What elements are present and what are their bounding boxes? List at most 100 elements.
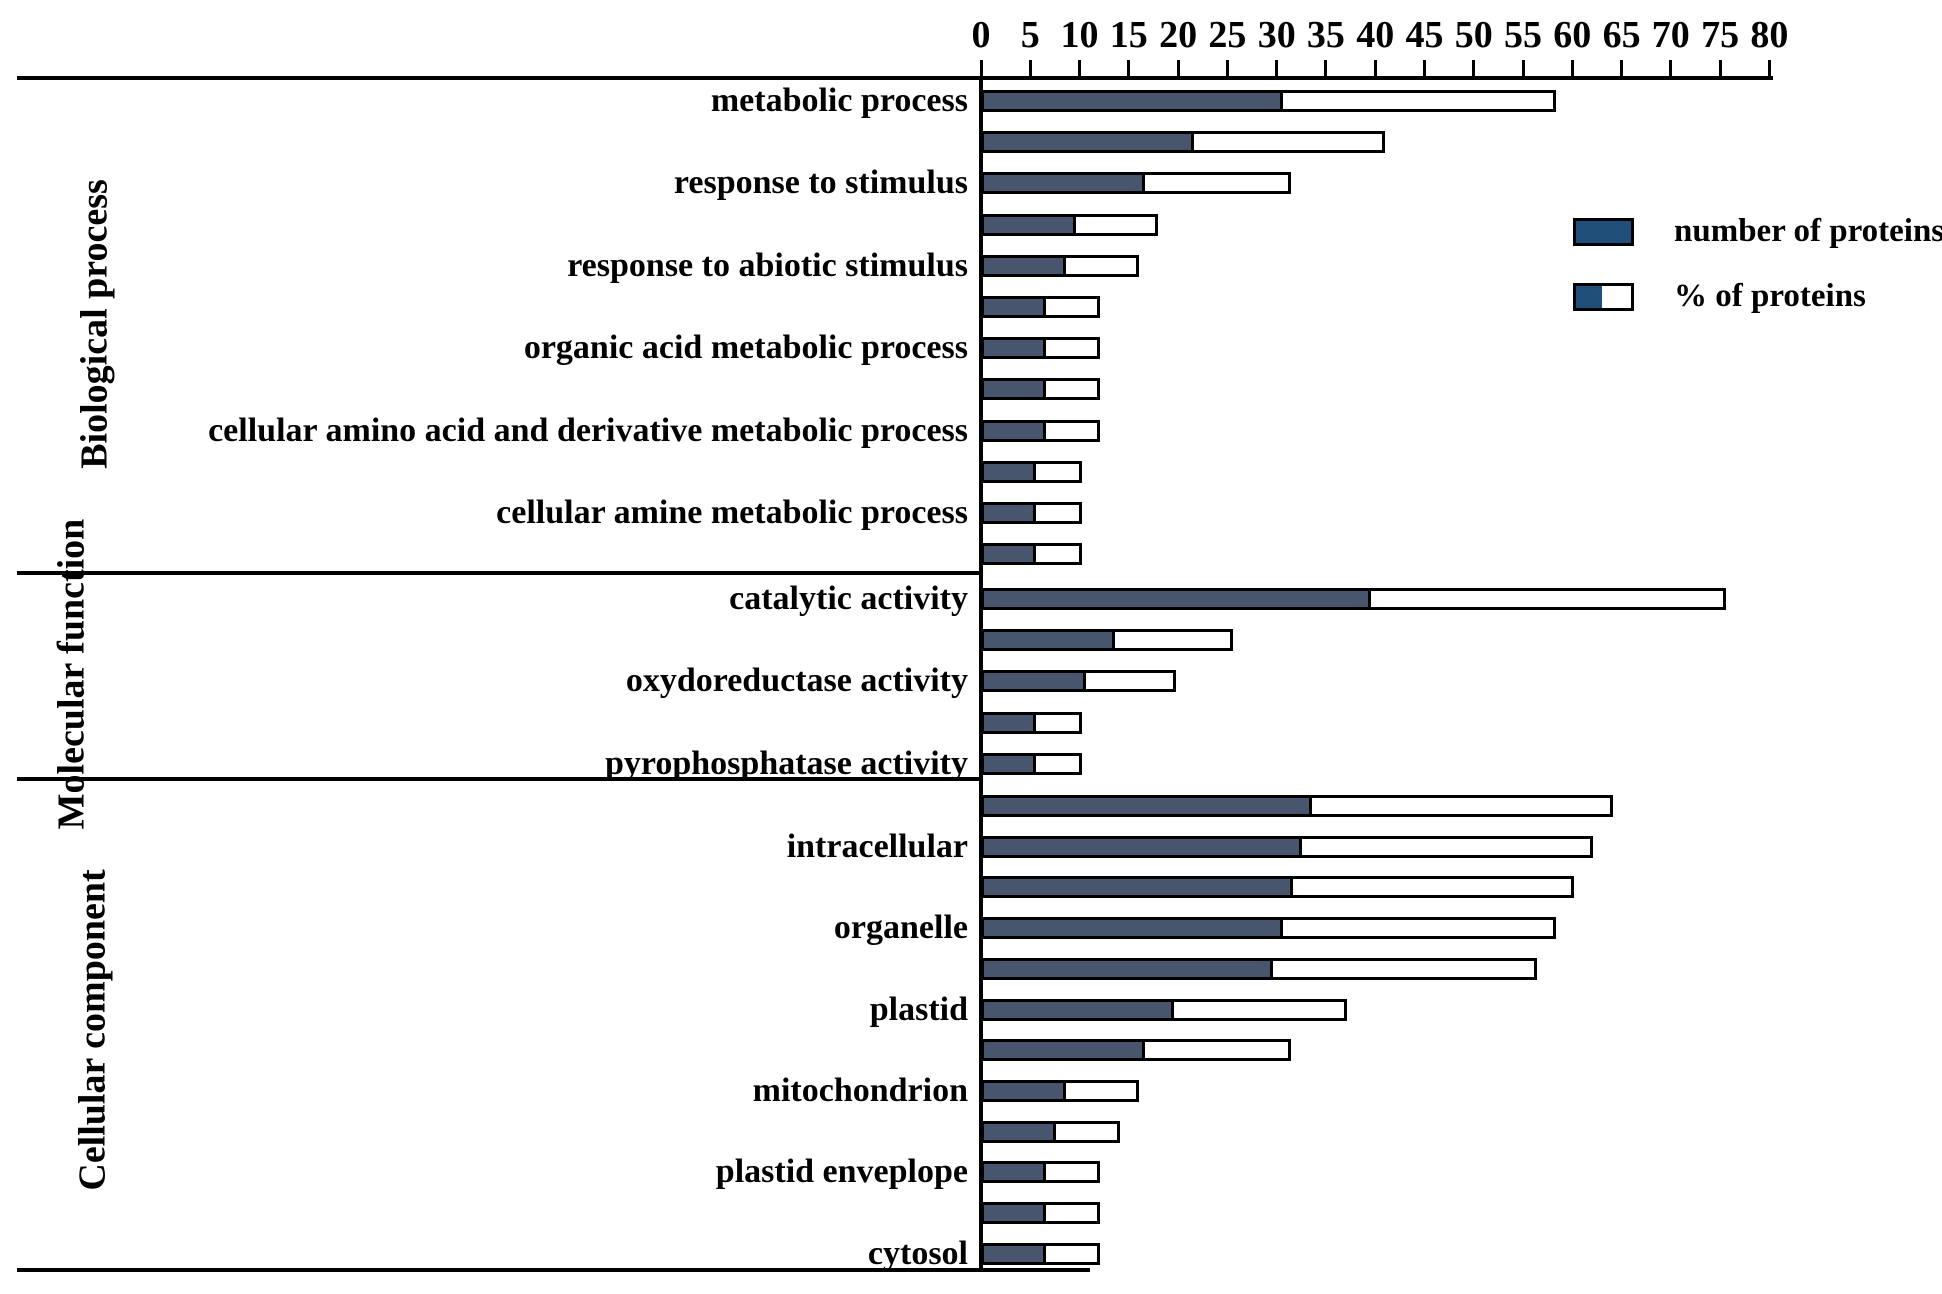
term-label: plastid enveplope bbox=[715, 1153, 968, 1191]
tick-label: 15 bbox=[1109, 14, 1148, 56]
term-label: response to stimulus bbox=[673, 164, 968, 202]
tick-label: 65 bbox=[1602, 14, 1641, 56]
term-label: organic acid metabolic process bbox=[523, 329, 968, 367]
percent-of-proteins-bar bbox=[981, 588, 1727, 610]
number-of-proteins-fill bbox=[984, 257, 1066, 274]
percent-of-proteins-bar bbox=[981, 835, 1594, 858]
term-label: cytosol bbox=[867, 1234, 968, 1272]
percent-of-proteins-bar bbox=[981, 213, 1158, 236]
percent-of-proteins-bar bbox=[981, 254, 1139, 277]
tick-mark bbox=[1373, 60, 1377, 76]
percent-of-proteins-bar bbox=[981, 1120, 1120, 1143]
tick-label: 20 bbox=[1159, 14, 1198, 56]
top-axis-line bbox=[17, 76, 1773, 80]
number-of-proteins-fill bbox=[984, 1123, 1056, 1140]
percent-of-proteins-swatch-icon bbox=[1573, 282, 1634, 311]
legend-item-number: number of proteins bbox=[1573, 213, 1942, 250]
number-of-proteins-fill bbox=[984, 93, 1283, 109]
percent-of-proteins-bar bbox=[981, 502, 1082, 524]
number-of-proteins-fill bbox=[984, 714, 1037, 731]
tick-label: 35 bbox=[1306, 14, 1345, 56]
tick-mark bbox=[1767, 60, 1771, 76]
number-of-proteins-fill bbox=[984, 673, 1086, 690]
bottom-border-line bbox=[17, 1268, 1090, 1272]
term-label: metabolic process bbox=[710, 82, 968, 119]
tick-mark bbox=[1423, 60, 1426, 76]
percent-of-proteins-bar bbox=[981, 1161, 1101, 1184]
tick-mark bbox=[1078, 60, 1081, 76]
percent-of-proteins-bar bbox=[981, 752, 1082, 775]
term-label: intracellular bbox=[786, 827, 968, 865]
number-of-proteins-fill bbox=[984, 838, 1303, 855]
percent-of-proteins-bar bbox=[981, 1039, 1291, 1062]
number-of-proteins-fill bbox=[984, 216, 1076, 233]
number-of-proteins-fill bbox=[984, 632, 1116, 649]
percent-of-proteins-bar bbox=[981, 1079, 1139, 1102]
term-label: cellular amino acid and derivative metab… bbox=[208, 411, 968, 449]
percent-of-proteins-bar bbox=[981, 917, 1556, 940]
tick-mark bbox=[979, 60, 983, 76]
tick-mark bbox=[1669, 60, 1673, 76]
number-of-proteins-fill bbox=[984, 591, 1372, 607]
percent-of-proteins-bar bbox=[981, 543, 1082, 566]
tick-label: 45 bbox=[1405, 14, 1444, 56]
tick-label: 70 bbox=[1651, 14, 1690, 56]
tick-mark bbox=[1718, 60, 1722, 76]
legend-label-number: number of proteins bbox=[1674, 213, 1942, 249]
tick-label: 50 bbox=[1454, 14, 1493, 56]
tick-label: 25 bbox=[1208, 14, 1247, 56]
section-divider-1 bbox=[17, 571, 981, 575]
percent-of-proteins-bar bbox=[981, 172, 1291, 195]
number-of-proteins-fill bbox=[984, 422, 1047, 439]
tick-mark bbox=[1472, 60, 1476, 76]
number-of-proteins-fill bbox=[984, 798, 1313, 814]
tick-mark bbox=[1275, 60, 1279, 76]
number-of-proteins-fill bbox=[984, 1001, 1175, 1018]
percent-of-proteins-bar bbox=[981, 998, 1347, 1021]
percent-of-proteins-bar bbox=[981, 629, 1234, 652]
number-of-proteins-fill bbox=[984, 1082, 1066, 1099]
percent-of-proteins-bar bbox=[981, 460, 1082, 483]
percent-swatch-dark-half bbox=[1576, 285, 1602, 308]
tick-mark bbox=[1620, 60, 1624, 76]
number-of-proteins-fill bbox=[984, 463, 1037, 480]
tick-mark bbox=[1176, 60, 1180, 76]
number-of-proteins-fill bbox=[984, 299, 1047, 315]
term-label: cellular amine metabolic process bbox=[496, 494, 968, 531]
percent-of-proteins-bar bbox=[981, 1202, 1101, 1224]
tick-label: 80 bbox=[1750, 14, 1789, 56]
tick-label: 10 bbox=[1060, 14, 1099, 56]
term-label: pyrophosphatase activity bbox=[604, 744, 968, 782]
number-of-proteins-fill bbox=[984, 879, 1293, 896]
number-of-proteins-fill bbox=[984, 546, 1037, 563]
section-divider-2 bbox=[17, 777, 981, 781]
tick-label: 30 bbox=[1257, 14, 1296, 56]
term-label: organelle bbox=[833, 909, 968, 947]
number-of-proteins-fill bbox=[984, 1245, 1047, 1262]
percent-of-proteins-bar bbox=[981, 711, 1082, 734]
tick-label: 5 bbox=[1020, 14, 1040, 56]
percent-of-proteins-bar bbox=[981, 90, 1556, 112]
tick-label: 55 bbox=[1504, 14, 1542, 56]
percent-of-proteins-bar bbox=[981, 1242, 1101, 1265]
percent-of-proteins-bar bbox=[981, 378, 1101, 401]
percent-of-proteins-bar bbox=[981, 337, 1101, 360]
percent-of-proteins-bar bbox=[981, 296, 1101, 318]
percent-of-proteins-bar bbox=[981, 876, 1575, 899]
tick-label: 60 bbox=[1553, 14, 1592, 56]
percent-of-proteins-bar bbox=[981, 419, 1101, 442]
term-label: mitochondrion bbox=[752, 1071, 968, 1109]
number-of-proteins-fill bbox=[984, 1205, 1047, 1221]
number-of-proteins-fill bbox=[984, 960, 1273, 977]
tick-label: 75 bbox=[1701, 14, 1740, 56]
term-label: response to abiotic stimulus bbox=[567, 246, 968, 284]
number-of-proteins-swatch-icon bbox=[1573, 217, 1634, 246]
legend-item-percent: % of proteins bbox=[1573, 278, 1866, 315]
tick-mark bbox=[1324, 60, 1328, 76]
term-label: catalytic activity bbox=[729, 580, 968, 617]
number-of-proteins-fill bbox=[984, 340, 1047, 357]
term-label: oxydoreductase activity bbox=[625, 662, 968, 700]
tick-label: 40 bbox=[1356, 14, 1395, 56]
term-label: plastid bbox=[869, 990, 968, 1028]
percent-of-proteins-bar bbox=[981, 131, 1386, 154]
